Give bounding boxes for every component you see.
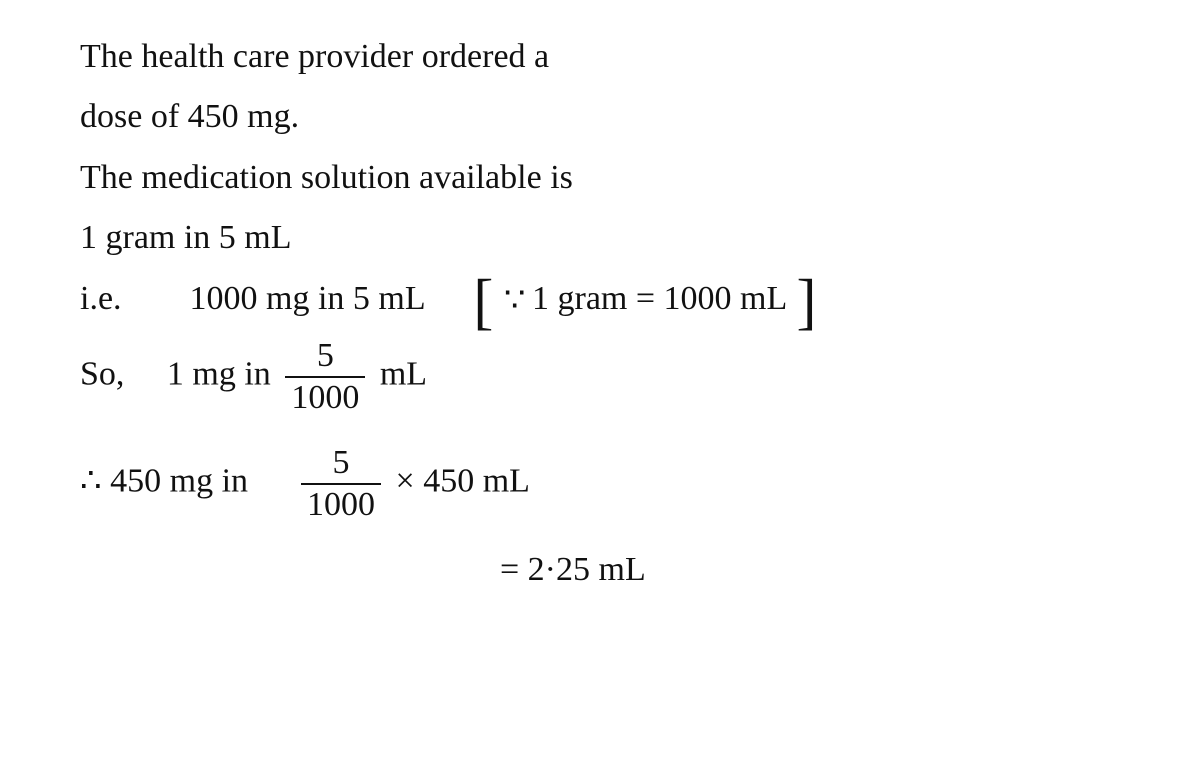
left-bracket: [: [471, 276, 495, 326]
text: The medication solution available is: [80, 159, 573, 196]
note-text: 1 gram = 1000 mL: [532, 280, 786, 317]
text: So, 1 mg in: [80, 355, 271, 392]
text-line-2: dose of 450 mg.: [80, 90, 1160, 144]
because-symbol: ∵: [504, 274, 524, 328]
text: 1 gram in 5 mL: [80, 219, 292, 256]
text: = 2·25 mL: [500, 551, 646, 588]
text: ∴ 450 mg in: [80, 463, 248, 500]
text-line-3: The medication solution available is: [80, 151, 1160, 205]
fraction-denominator: 1000: [301, 485, 381, 523]
fraction: 5 1000: [285, 338, 365, 415]
text: The health care provider ordered a: [80, 38, 549, 75]
text-line-7: ∴ 450 mg in 5 1000 × 450 mL: [80, 445, 1160, 522]
text: × 450 mL: [396, 463, 530, 500]
text-line-4: 1 gram in 5 mL: [80, 211, 1160, 265]
text-line-1: The health care provider ordered a: [80, 30, 1160, 84]
fraction-numerator: 5: [301, 445, 381, 485]
fraction: 5 1000: [301, 445, 381, 522]
handwritten-note: The health care provider ordered a dose …: [0, 0, 1200, 777]
fraction-numerator: 5: [285, 338, 365, 378]
text-line-5: i.e. 1000 mg in 5 mL [ ∵ 1 gram = 1000 m…: [80, 272, 1160, 328]
right-bracket: ]: [795, 276, 819, 326]
text: dose of 450 mg.: [80, 98, 299, 135]
text-line-6: So, 1 mg in 5 1000 mL: [80, 338, 1160, 415]
text-line-8: = 2·25 mL: [500, 543, 1160, 597]
text: i.e. 1000 mg in 5 mL: [80, 280, 424, 317]
text: mL: [380, 355, 427, 392]
fraction-denominator: 1000: [285, 378, 365, 416]
